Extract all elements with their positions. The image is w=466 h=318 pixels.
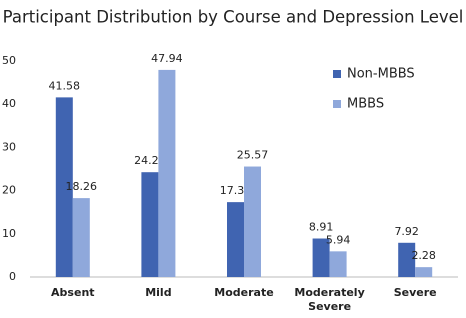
bar [141, 172, 159, 277]
legend-label: Non-MBBS [347, 67, 415, 82]
bar [72, 198, 90, 277]
value-label: 2.28 [411, 249, 436, 262]
value-label: 24.26 [134, 154, 166, 167]
y-tick-label: 50 [2, 54, 16, 67]
y-tick-label: 20 [2, 184, 16, 197]
x-tick-label: Severe [393, 286, 437, 299]
bar [55, 97, 73, 278]
legend-swatch [333, 100, 341, 108]
value-label: 18.26 [66, 180, 98, 193]
value-label: 8.91 [309, 221, 334, 234]
y-tick-label: 30 [2, 140, 16, 153]
x-tick-label: Moderate [214, 286, 274, 299]
value-label: 17.33 [220, 184, 252, 197]
value-label: 41.58 [49, 79, 81, 92]
bar [415, 267, 433, 277]
x-tick-label: Moderately Severe [294, 286, 365, 313]
y-tick-label: 10 [2, 227, 16, 240]
chart-title: Participant Distribution by Course and D… [3, 8, 464, 27]
value-label: 5.94 [326, 233, 351, 246]
value-label: 47.94 [151, 52, 183, 65]
y-tick-label: 40 [2, 97, 16, 110]
value-label: 7.92 [394, 225, 419, 238]
bar [398, 242, 416, 277]
legend-label: MBBS [347, 97, 384, 112]
bar [244, 166, 261, 277]
bar [312, 238, 330, 277]
bar [158, 69, 176, 277]
y-tick-label: 0 [9, 270, 16, 283]
bar [227, 202, 244, 277]
legend-swatch [333, 70, 341, 78]
bar [329, 251, 347, 277]
value-label: 25.57 [237, 149, 269, 162]
x-tick-label: Mild [145, 286, 172, 299]
x-tick-label: Absent [51, 286, 95, 299]
